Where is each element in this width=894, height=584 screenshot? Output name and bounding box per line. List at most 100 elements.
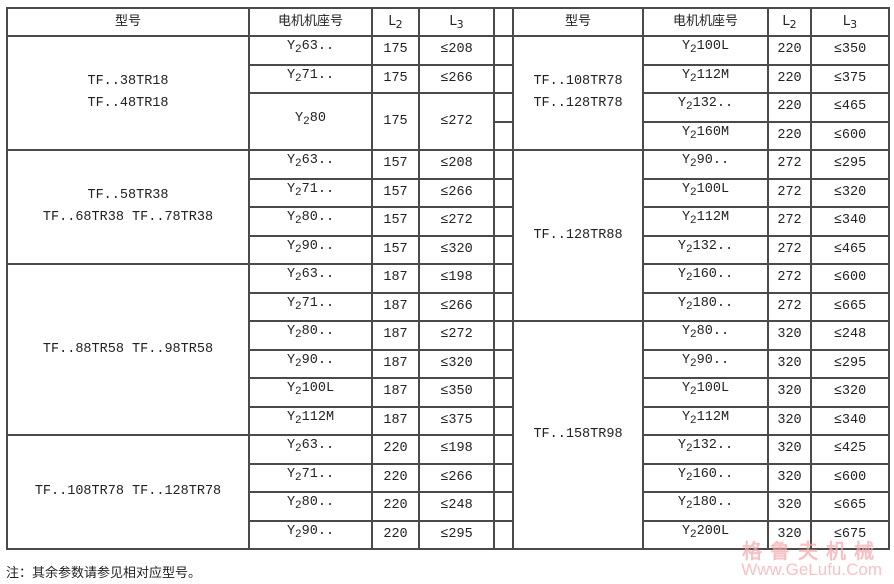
l3-value: ≤375 [810,63,890,94]
l2-value: 187 [371,291,420,322]
motor-size: 71.. [301,466,335,482]
motor-frame-cell: Y263.. [248,35,373,66]
l3-value: ≤465 [810,234,890,265]
l2-value: 220 [767,120,812,151]
motor-size: 100L [696,381,730,397]
motor-frame: Y271.. [287,68,334,85]
l2-value: 220 [371,434,420,465]
motor-prefix: Y [677,96,686,112]
separator-cell [493,7,514,37]
separator-cell [493,263,514,294]
l3-value: ≤665 [810,291,890,322]
l3-value: ≤266 [418,177,495,208]
l2-value: 220 [371,519,420,550]
motor-frame-cell: Y280 [248,92,373,151]
l3-value: ≤272 [418,92,495,151]
motor-size: 160.. [692,267,734,283]
separator-cell [493,320,514,351]
motor-frame-cell: Y2132.. [642,234,769,265]
motor-frame-cell: Y2200L [642,519,769,550]
table-row: TF..58TR38 TF..68TR38 TF..78TR38 Y263.. 157… [6,149,890,322]
motor-size: 112M [696,210,730,226]
motor-frame-cell: Y263.. [248,434,373,465]
motor-size: 63.. [301,39,335,55]
motor-size: 100L [696,39,730,55]
l2-value: 272 [767,149,812,180]
motor-sub: 2 [690,414,697,427]
motor-frame-cell: Y280.. [642,320,769,351]
motor-size: 90.. [301,238,335,254]
motor-prefix: Y [677,466,686,482]
motor-size: 180.. [692,295,734,311]
motor-size: 90.. [301,523,335,539]
motor-sub: 2 [295,528,302,541]
table-row: Y290.. 187 ≤320 Y290.. 320 ≤295 [7,348,890,379]
l3-value: ≤320 [418,348,495,379]
l3-value: ≤320 [418,234,495,265]
footnote: 注：其余参数请参见相对应型号。 [6,566,202,581]
motor-sub: 2 [690,528,697,541]
l2-value: 320 [767,462,812,493]
motor-frame: Y290.. [287,353,334,370]
motor-frame: Y263.. [286,438,334,455]
motor-frame: Y2200L [682,523,730,541]
motor-prefix: Y [677,295,686,311]
l3-value: ≤266 [418,462,495,493]
motor-sub: 2 [295,386,302,399]
motor-frame: Y2112M [681,409,729,427]
motor-frame-cell: Y271.. [248,462,373,493]
motor-size: 80 [309,110,326,126]
motor-size: 200L [696,523,730,539]
l3-base: L [842,14,851,29]
l2-value: 320 [767,405,812,436]
l3-value: ≤340 [810,405,890,436]
motor-sub: 2 [295,329,302,342]
motor-prefix: Y [681,409,691,425]
l3-value: ≤295 [810,149,890,180]
motor-prefix: Y [286,39,296,55]
header-motor: 电机机座号 [248,7,373,37]
motor-size: 132.. [692,238,734,254]
l3-value: ≤600 [810,120,890,151]
l2-value: 320 [767,348,812,379]
motor-frame: Y263.. [287,153,334,170]
l3-value: ≤295 [418,519,495,550]
motor-prefix: Y [286,181,296,197]
motor-prefix: Y [681,124,691,140]
motor-prefix: Y [286,295,296,311]
motor-sub: 2 [690,129,697,142]
model-name: TF..108TR78 TF..128TR78 [34,484,222,499]
motor-frame: Y2100L [682,381,730,398]
model-cell: TF..108TR78 TF..128TR78 [6,434,250,550]
motor-frame: Y2132.. [678,438,734,455]
model-name: TF..48TR18 [87,96,169,111]
motor-frame: Y2160.. [677,466,733,484]
motor-frame: Y263.. [287,267,334,284]
l2-value: 220 [371,462,420,493]
l3-value: ≤320 [810,177,890,208]
motor-frame: Y280.. [287,324,334,342]
motor-size: 80.. [301,495,335,511]
motor-sub: 2 [690,357,697,370]
motor-frame: Y263.. [286,39,335,56]
separator-cell [493,519,514,550]
l2-value: 220 [371,491,420,522]
header-l3: L3 [418,7,495,37]
motor-frame: Y2112M [682,68,729,85]
l2-value: 187 [371,348,420,379]
l3-value: ≤350 [810,35,890,66]
table-row: TF..108TR78 TF..128TR78 Y263.. 220 ≤198 Y213… [6,434,890,550]
motor-frame-cell: Y2180.. [642,491,769,522]
l2-value: 272 [767,291,812,322]
table-row: Y2160M 220 ≤600 [7,120,890,151]
motor-frame: Y2112M [287,410,334,427]
l2-value: 187 [371,377,420,408]
separator-cell [493,177,514,208]
motor-size: 132.. [692,438,734,454]
motor-frame: Y280.. [682,324,729,341]
motor-frame-cell: Y290.. [642,149,769,180]
motor-frame: Y280 [295,110,326,128]
motor-sub: 2 [690,215,697,228]
motor-prefix: Y [286,438,296,454]
l2-value: 157 [371,206,420,237]
